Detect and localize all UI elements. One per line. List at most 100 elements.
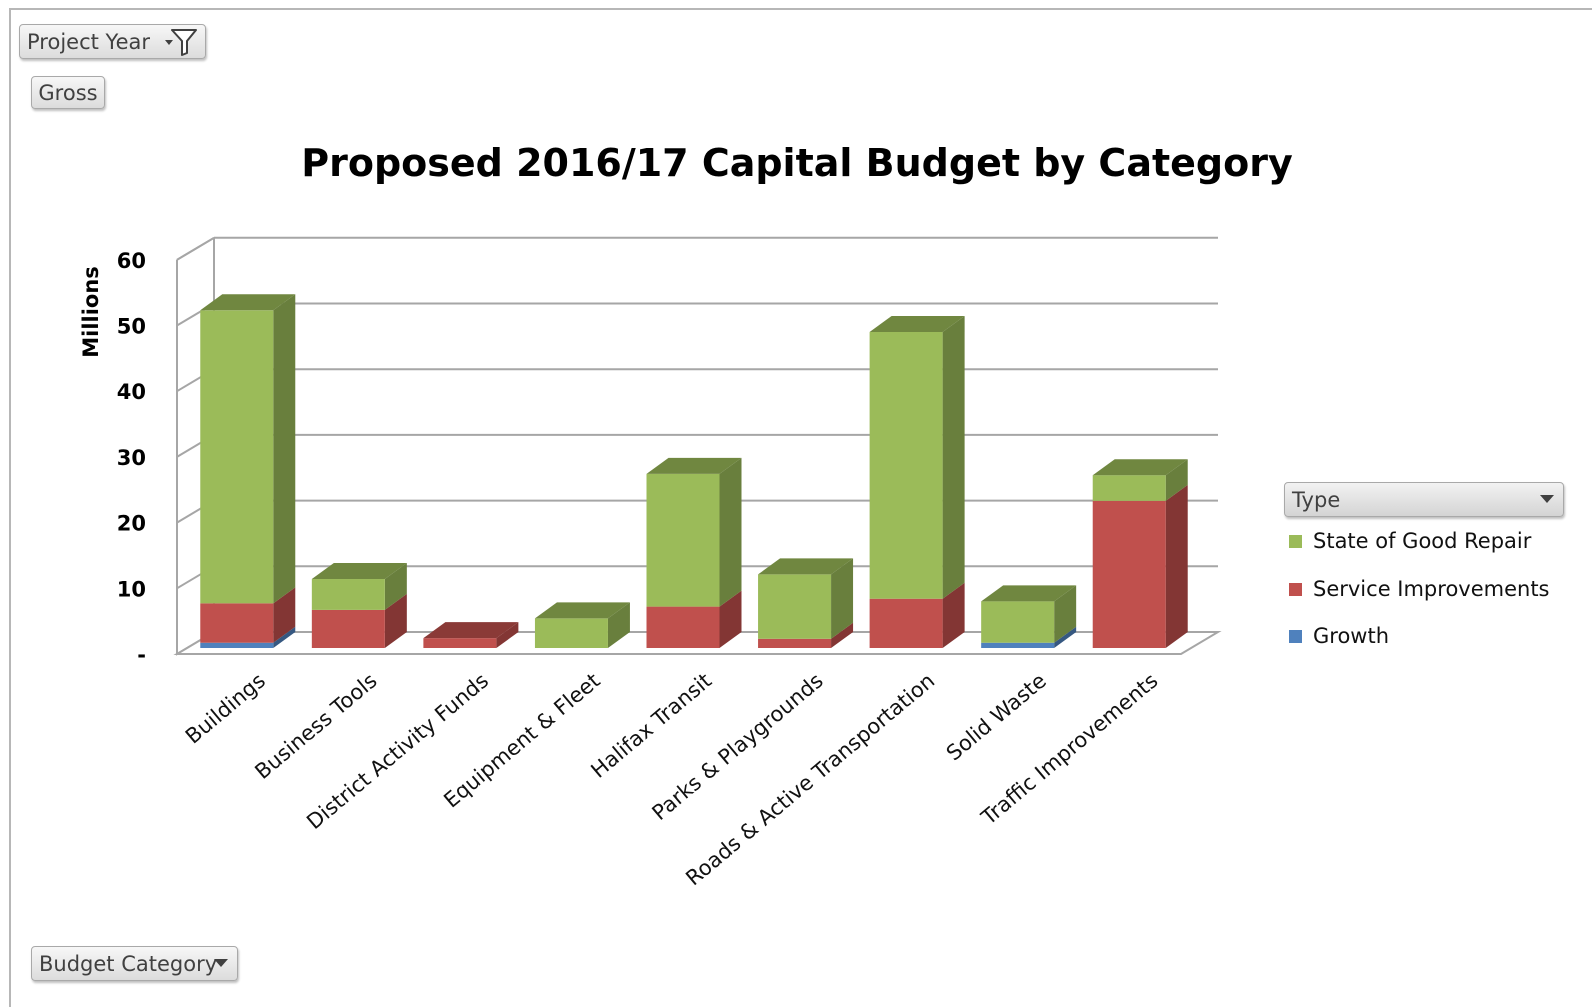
bar-stack — [981, 585, 1077, 648]
bar-side — [1165, 459, 1188, 501]
bar-stack — [758, 558, 854, 648]
y-tick-label: 10 — [117, 577, 146, 601]
bar-side — [1054, 585, 1077, 643]
bar-top — [646, 457, 742, 474]
bar-side — [831, 558, 854, 639]
bar-side — [607, 602, 630, 648]
y-tick-label: 30 — [117, 446, 146, 470]
type-filter-dropdown[interactable]: Type — [1284, 482, 1564, 517]
bar-segment — [981, 585, 1077, 643]
bar-side — [719, 457, 742, 607]
y-tick-label: 40 — [117, 380, 146, 404]
legend-label: Growth — [1313, 624, 1390, 648]
bar-segment — [200, 587, 296, 643]
bar-front — [869, 331, 943, 599]
x-tick-label: Roads & Active Transportation — [681, 668, 939, 890]
x-tick-label: District Activity Funds — [302, 668, 493, 834]
legend-label: Service Improvements — [1313, 577, 1550, 601]
bar-top — [423, 622, 519, 639]
bar-top — [869, 315, 965, 332]
bar-front — [758, 638, 832, 648]
bar-top — [200, 294, 296, 311]
y-axis-ticks: - 10 20 30 40 50 60 — [117, 249, 146, 667]
bar-front — [1092, 475, 1166, 501]
bar-front — [646, 473, 720, 607]
filter-icon — [165, 29, 197, 56]
project-year-label: Project Year — [27, 29, 150, 54]
bar-stack — [200, 294, 296, 648]
bar-side — [1054, 626, 1077, 648]
bar-segment — [1092, 484, 1188, 648]
bar-side — [942, 582, 965, 648]
bar-side — [496, 622, 519, 648]
bar-side — [1165, 484, 1188, 648]
bar-segment — [646, 590, 742, 648]
bar-front — [311, 579, 385, 610]
bar-segment — [869, 582, 965, 648]
y-axis-label: Millions — [79, 266, 103, 358]
bar-stack — [311, 563, 407, 648]
legend-swatch — [1289, 534, 1302, 548]
chevron-down-icon — [1540, 495, 1554, 503]
bar-segment — [869, 315, 965, 599]
legend-swatch — [1289, 629, 1302, 643]
budget-category-label: Budget Category — [39, 951, 218, 976]
bar-stack — [869, 315, 965, 648]
bar-side — [273, 626, 296, 648]
bar-segment — [200, 626, 296, 648]
bar-front — [311, 609, 385, 648]
bar-segment — [311, 563, 407, 610]
legend-swatch — [1289, 582, 1302, 596]
x-tick-label: Traffic Improvements — [976, 668, 1162, 830]
bar-segment — [981, 626, 1077, 648]
project-year-filter-button[interactable]: Project Year — [19, 24, 206, 59]
bar-front — [534, 618, 608, 648]
gross-value-button[interactable]: Gross — [31, 76, 105, 109]
bar-side — [719, 590, 742, 648]
y-tick-label: 20 — [117, 512, 146, 536]
chart-title: Proposed 2016/17 Capital Budget by Categ… — [301, 141, 1293, 185]
bar-front — [758, 574, 832, 639]
bar-front — [869, 598, 943, 648]
gross-label: Gross — [38, 80, 98, 105]
bar-side — [384, 593, 407, 648]
bar-front — [423, 638, 497, 648]
x-tick-label: Solid Waste — [942, 668, 1051, 765]
bar-side — [942, 315, 965, 599]
legend-label: State of Good Repair — [1313, 529, 1532, 553]
y-tick-label: 60 — [117, 249, 146, 273]
bar-top — [981, 585, 1077, 602]
bar-front — [1092, 500, 1166, 648]
budget-category-filter-dropdown[interactable]: Budget Category — [31, 946, 238, 981]
legend-item-service-improvements: Service Improvements — [1289, 577, 1550, 601]
bar-front — [200, 642, 274, 648]
bar-stack — [534, 602, 630, 648]
y-tick-label: - — [137, 643, 146, 667]
legend-item-state-of-good-repair: State of Good Repair — [1289, 529, 1531, 553]
legend-item-growth: Growth — [1289, 624, 1389, 648]
bar-side — [384, 563, 407, 610]
bar-stack — [646, 457, 742, 648]
type-label: Type — [1292, 487, 1341, 512]
bar-front — [981, 601, 1055, 643]
bar-front — [200, 603, 274, 643]
bar-top — [311, 563, 407, 580]
bar-segment — [758, 622, 854, 648]
bar-segment — [758, 558, 854, 639]
chart-bars — [200, 294, 1188, 648]
bar-top — [534, 602, 630, 619]
bar-side — [273, 294, 296, 604]
bar-segment — [200, 294, 296, 604]
bar-segment — [311, 593, 407, 648]
chevron-down-icon — [214, 959, 228, 967]
bar-segment — [423, 622, 519, 648]
bar-front — [646, 606, 720, 648]
bar-stack — [423, 622, 519, 648]
x-tick-label: Buildings — [181, 668, 270, 748]
bar-side — [831, 622, 854, 648]
y-tick-label: 50 — [117, 315, 146, 339]
chart-frame — [9, 8, 1592, 1007]
bar-stack — [1092, 459, 1188, 648]
